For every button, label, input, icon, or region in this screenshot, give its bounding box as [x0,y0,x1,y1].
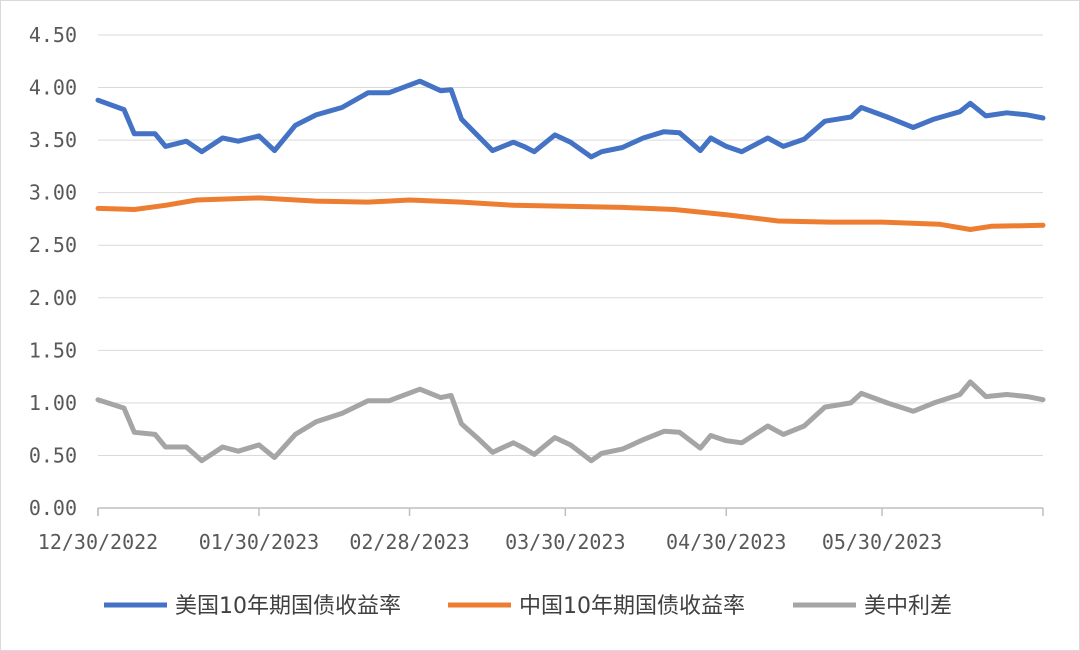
y-tick-label: 0.50 [29,443,77,467]
x-tick-label: 02/28/2023 [349,530,469,554]
series-lines [95,78,1046,464]
x-axis [97,507,1044,516]
series-line-3 [95,379,1046,464]
x-tick-label: 05/30/2023 [822,530,942,554]
legend-label-2: 中国10年期国债收益率 [519,594,745,619]
y-tick-label: 1.00 [29,391,77,415]
series-line-2 [95,195,1046,232]
x-tick-label: 04/30/2023 [666,530,786,554]
x-axis-tick-labels: 12/30/2022 01/30/2023 02/28/2023 03/30/2023… [38,530,942,554]
y-tick-label: 2.50 [29,233,77,257]
x-tick-label: 03/30/2023 [505,530,625,554]
y-tick-label: 2.00 [29,286,77,310]
y-tick-label: 0.00 [29,496,77,520]
x-tick-label: 01/30/2023 [199,530,319,554]
gridlines [98,34,1043,456]
series-line-1 [95,78,1046,160]
y-axis-tick-labels: 0.00 0.50 1.00 1.50 2.00 2.50 3.00 3.50 4.00 4.50 [29,23,77,520]
legend: 美国10年期国债收益率 中国10年期国债收益率 美中利差 [104,594,952,619]
y-tick-label: 4.00 [29,76,77,100]
legend-label-1: 美国10年期国债收益率 [175,594,401,619]
legend-label-3: 美中利差 [864,594,952,619]
y-tick-label: 3.50 [29,128,77,152]
y-tick-label: 4.50 [29,23,77,47]
x-tick-label: 12/30/2022 [38,530,158,554]
y-tick-label: 1.50 [29,338,77,362]
y-tick-label: 3.00 [29,181,77,205]
